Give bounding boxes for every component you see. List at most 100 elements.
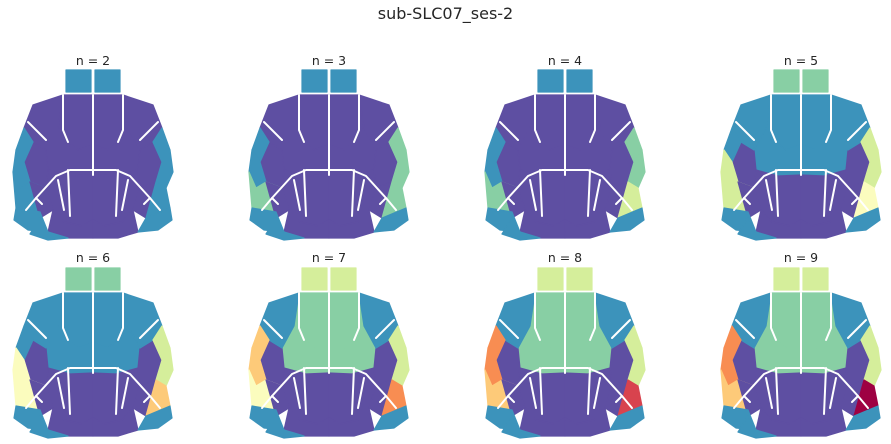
panel-title: n = 3 xyxy=(311,53,347,68)
brain-region-16 xyxy=(328,407,375,437)
brain-region-7 xyxy=(330,267,357,291)
region-boundary-9 xyxy=(847,319,867,339)
region-boundary-6 xyxy=(357,377,365,409)
region-boundary-1 xyxy=(298,94,305,143)
region-boundary-5 xyxy=(765,179,773,211)
region-boundary-11 xyxy=(539,367,543,415)
region-boundary-5 xyxy=(293,377,301,409)
brain-region-23 xyxy=(845,207,881,233)
brain-region-7 xyxy=(330,69,357,93)
region-boundary-4 xyxy=(92,367,151,397)
brain-map xyxy=(248,267,410,439)
region-boundary-2 xyxy=(117,94,124,143)
region-boundary-12 xyxy=(587,367,591,415)
region-boundary-3 xyxy=(35,169,94,199)
panel-title: n = 5 xyxy=(783,53,819,68)
panel-title: n = 8 xyxy=(547,250,583,265)
region-boundary-10 xyxy=(263,319,283,339)
region-boundary-12 xyxy=(823,367,827,415)
region-boundary-5 xyxy=(529,179,537,211)
panel-title: n = 4 xyxy=(547,53,583,68)
region-boundary-1 xyxy=(62,94,69,143)
region-boundary-3 xyxy=(507,169,566,199)
region-boundary-12 xyxy=(115,169,119,217)
region-boundary-3 xyxy=(271,169,330,199)
brain-region-24 xyxy=(265,217,305,241)
region-boundary-2 xyxy=(589,94,596,143)
brain-region-23 xyxy=(373,207,409,233)
brain-region-20 xyxy=(863,347,882,387)
brain-region-24 xyxy=(501,217,541,241)
region-boundary-7 xyxy=(25,197,43,211)
region-boundary-3 xyxy=(35,367,94,397)
region-boundary-3 xyxy=(507,367,566,397)
region-boundary-4 xyxy=(92,169,151,199)
region-boundary-11 xyxy=(539,169,543,217)
region-boundary-11 xyxy=(303,169,307,217)
brain-region-24 xyxy=(29,217,69,241)
region-boundary-5 xyxy=(57,179,65,211)
region-boundary-6 xyxy=(357,179,365,211)
region-boundary-4 xyxy=(328,169,387,199)
brain-map xyxy=(484,69,646,241)
brain-region-23 xyxy=(373,405,409,431)
brain-region-20 xyxy=(627,347,646,387)
brain-map xyxy=(484,267,646,439)
brain-map xyxy=(12,267,174,439)
region-boundary-8 xyxy=(143,197,161,211)
brain-region-23 xyxy=(137,207,173,233)
brain-region-20 xyxy=(391,347,410,387)
brain-region-23 xyxy=(845,405,881,431)
region-boundary-6 xyxy=(121,377,129,409)
region-boundary-12 xyxy=(587,169,591,217)
region-boundary-9 xyxy=(375,319,395,339)
panel-title: n = 2 xyxy=(75,53,111,68)
brain-region-6 xyxy=(773,267,800,291)
region-boundary-7 xyxy=(733,395,751,409)
region-boundary-9 xyxy=(139,319,159,339)
region-boundary-1 xyxy=(298,292,305,341)
region-boundary-11 xyxy=(303,367,307,415)
region-boundary-1 xyxy=(534,292,541,341)
region-boundary-6 xyxy=(593,377,601,409)
brain-region-16 xyxy=(564,209,611,239)
region-boundary-8 xyxy=(379,197,397,211)
region-boundary-8 xyxy=(143,395,161,409)
brain-map xyxy=(720,69,882,241)
region-boundary-12 xyxy=(115,367,119,415)
region-boundary-8 xyxy=(851,197,869,211)
brain-region-7 xyxy=(94,69,121,93)
brain-map xyxy=(720,267,882,439)
region-boundary-10 xyxy=(735,121,755,141)
region-boundary-8 xyxy=(615,197,633,211)
brain-region-7 xyxy=(802,267,829,291)
panel-title: n = 7 xyxy=(311,250,347,265)
brain-region-24 xyxy=(737,217,777,241)
region-boundary-4 xyxy=(328,367,387,397)
region-boundary-10 xyxy=(499,319,519,339)
brain-region-7 xyxy=(94,267,121,291)
region-boundary-11 xyxy=(67,367,71,415)
brain-region-24 xyxy=(501,415,541,439)
region-boundary-2 xyxy=(825,94,832,143)
brain-map xyxy=(248,69,410,241)
region-boundary-5 xyxy=(765,377,773,409)
brain-region-6 xyxy=(301,267,328,291)
region-boundary-11 xyxy=(775,367,779,415)
region-boundary-10 xyxy=(263,121,283,141)
brain-region-23 xyxy=(609,405,645,431)
brain-region-16 xyxy=(800,407,847,437)
brain-region-7 xyxy=(802,69,829,93)
region-boundary-2 xyxy=(825,292,832,341)
brain-region-6 xyxy=(301,69,328,93)
region-boundary-9 xyxy=(611,319,631,339)
brain-region-6 xyxy=(537,267,564,291)
brain-region-6 xyxy=(65,267,92,291)
region-boundary-11 xyxy=(67,169,71,217)
brain-region-20 xyxy=(155,347,174,387)
region-boundary-5 xyxy=(293,179,301,211)
panel-title: n = 6 xyxy=(75,250,111,265)
region-boundary-7 xyxy=(497,197,515,211)
brain-region-16 xyxy=(800,209,847,239)
region-boundary-1 xyxy=(534,94,541,143)
